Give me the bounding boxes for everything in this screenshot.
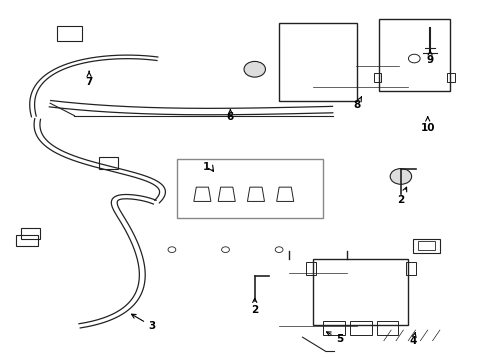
Bar <box>413 239 440 252</box>
Bar <box>16 235 38 246</box>
Bar <box>21 228 40 239</box>
Bar <box>376 321 398 336</box>
Text: 10: 10 <box>420 117 435 133</box>
Bar <box>279 23 357 102</box>
Text: 9: 9 <box>427 50 434 65</box>
Text: 2: 2 <box>251 298 258 315</box>
Bar <box>379 19 450 91</box>
Bar <box>374 73 381 82</box>
Bar <box>99 157 118 169</box>
Text: 3: 3 <box>131 314 156 332</box>
Bar <box>447 73 455 82</box>
Text: 1: 1 <box>202 162 210 172</box>
Text: 4: 4 <box>410 333 417 346</box>
Bar <box>323 321 345 336</box>
Circle shape <box>244 62 266 77</box>
Bar <box>313 258 408 325</box>
Bar <box>57 26 82 41</box>
Text: 7: 7 <box>85 71 93 87</box>
Bar <box>406 262 416 275</box>
Text: 6: 6 <box>227 109 234 122</box>
Text: 2: 2 <box>397 187 407 204</box>
Bar <box>418 241 435 249</box>
Bar <box>177 158 323 217</box>
Bar <box>350 321 372 336</box>
Text: 5: 5 <box>326 332 343 344</box>
Text: 8: 8 <box>353 97 362 110</box>
Circle shape <box>390 168 412 184</box>
Bar <box>306 262 316 275</box>
